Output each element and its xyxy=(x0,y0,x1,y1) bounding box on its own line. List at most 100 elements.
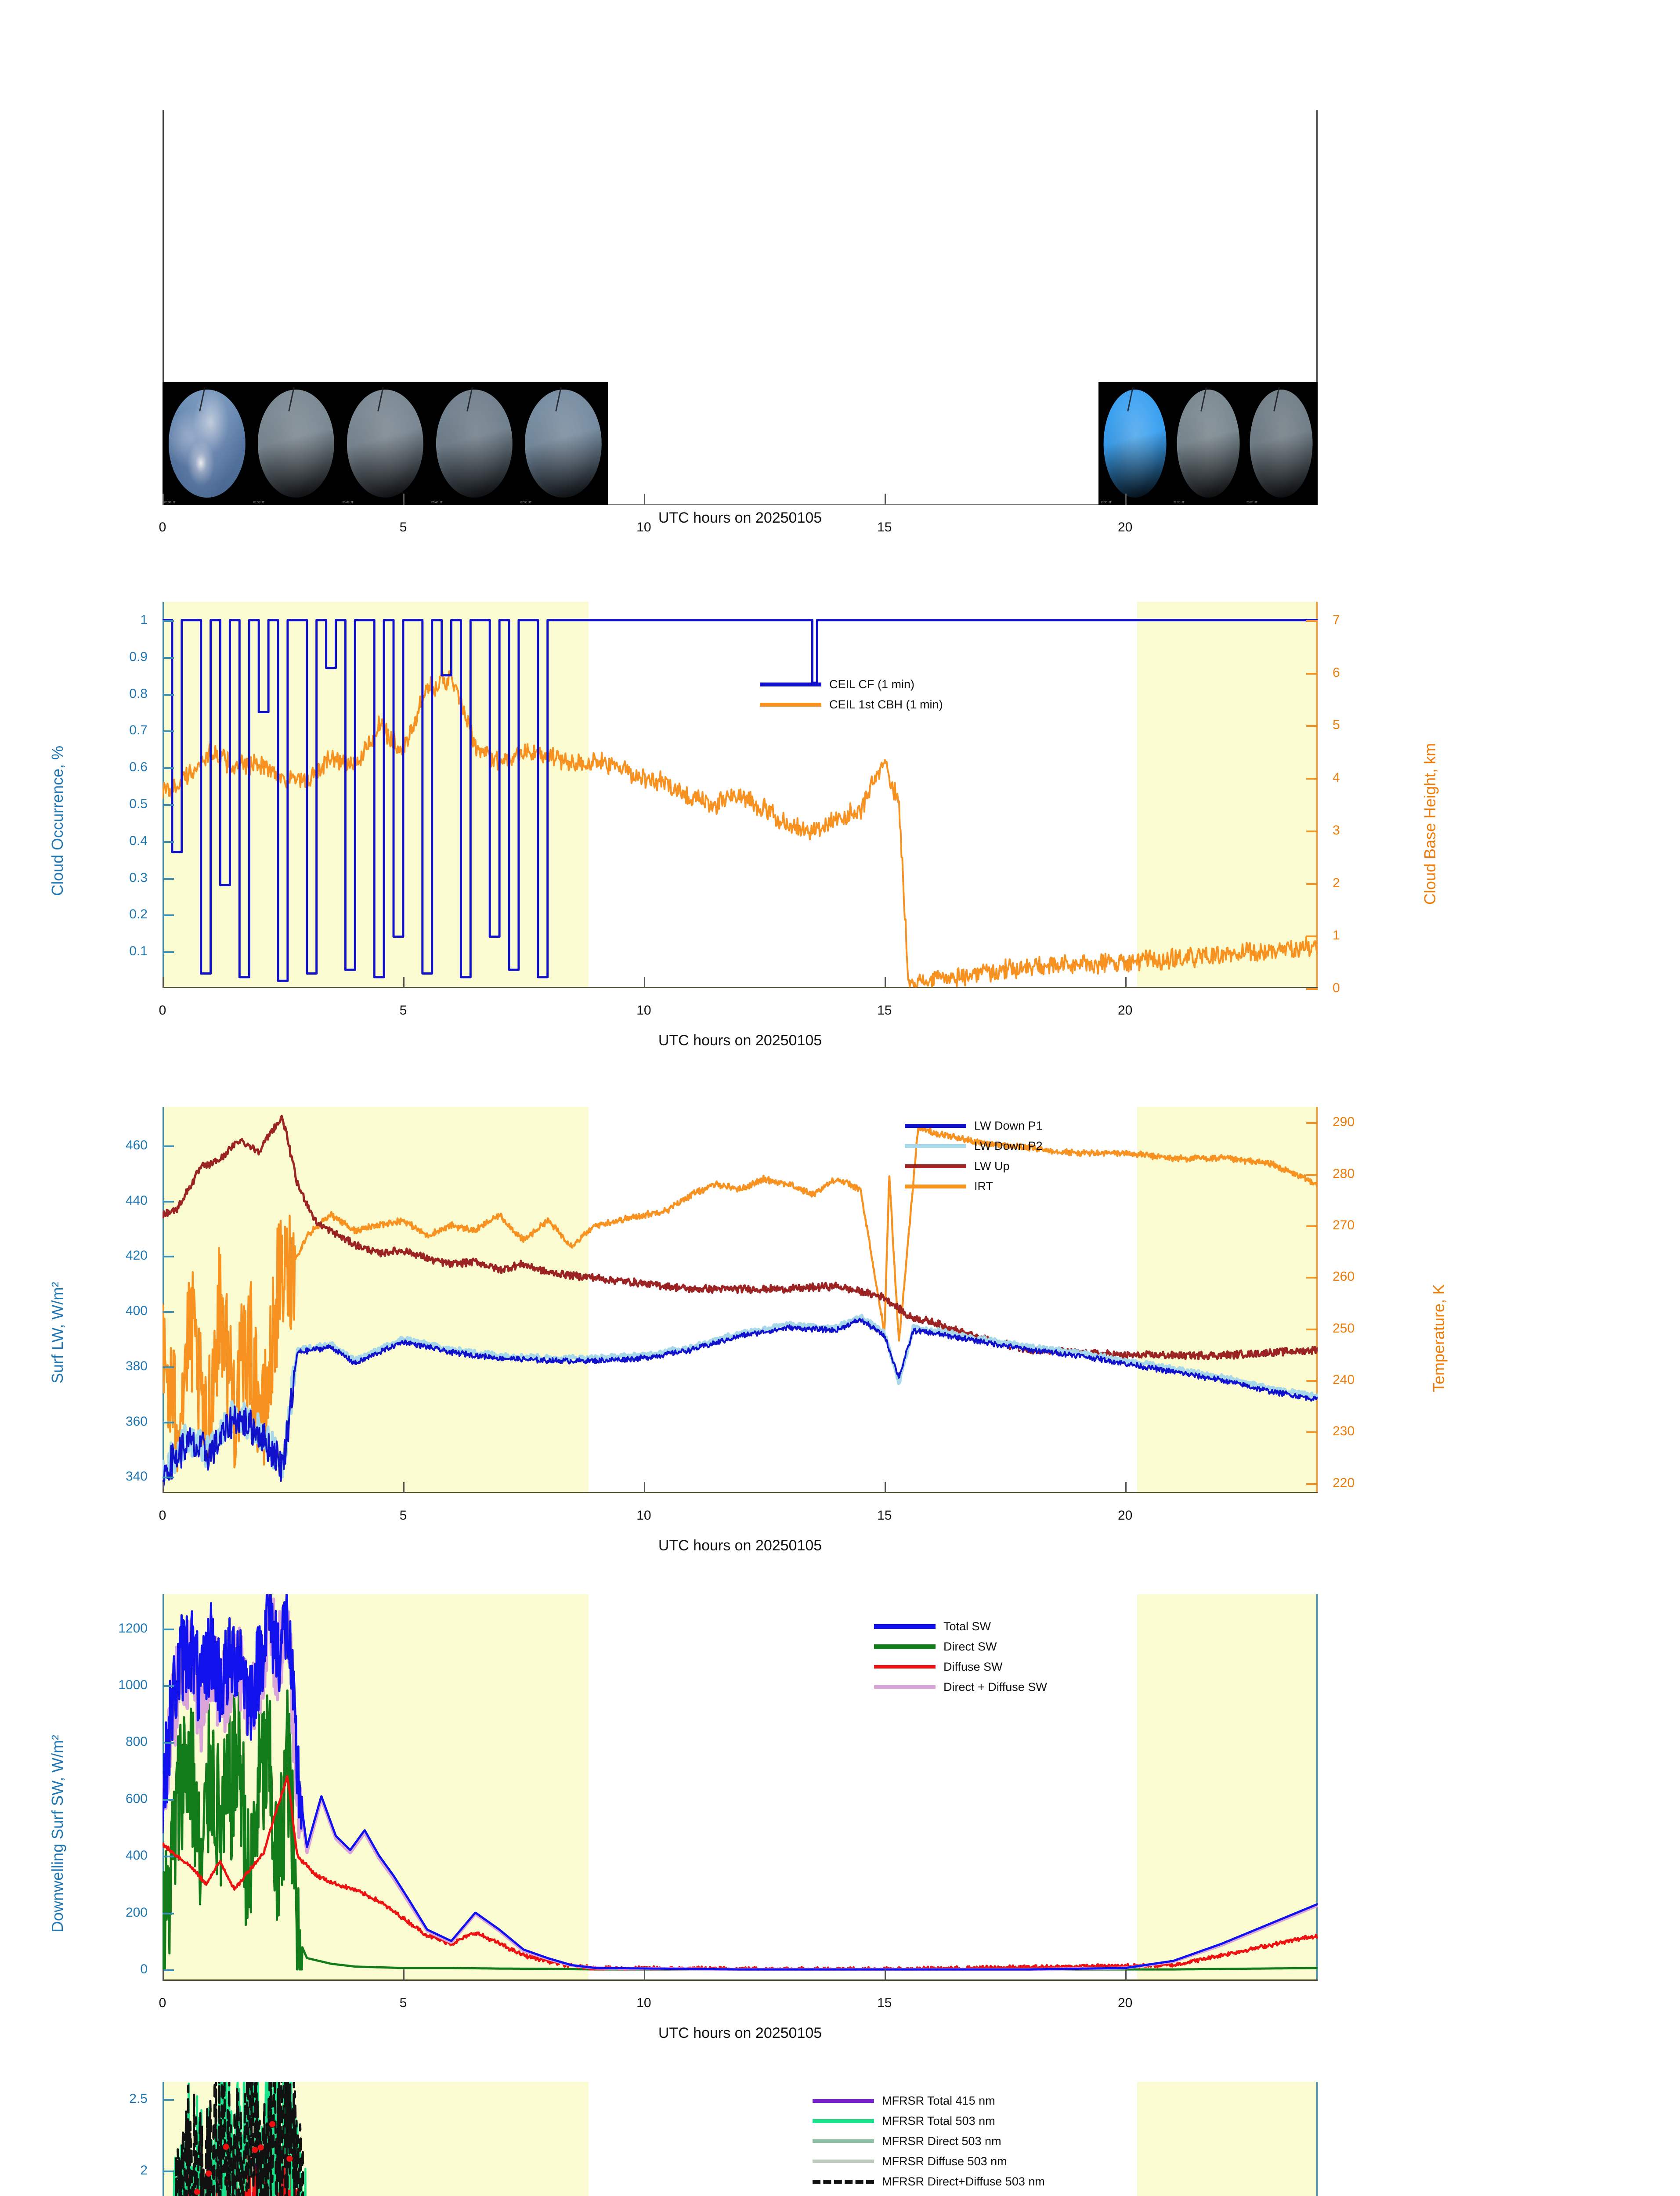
all-sky-image: 01:55 UT xyxy=(251,382,341,505)
sky-bottom-axis xyxy=(163,504,1318,505)
x-tick xyxy=(163,977,164,988)
sky-left-axis xyxy=(163,110,164,505)
y-tick xyxy=(163,951,174,954)
y-tick xyxy=(163,1421,174,1423)
lw-y-axis-title-left: Surf LW, W/m² xyxy=(48,1282,66,1383)
legend-swatch xyxy=(874,1685,936,1689)
y-tick xyxy=(163,1477,174,1479)
legend-item: MFRSR Diffuse 503 nm xyxy=(813,2151,1045,2171)
panel-sky-images: 00:00 UT 01:55 UT 03:45 UT 05:40 UT 07:30 UT… xyxy=(0,0,1680,536)
legend-label: CEIL CF (1 min) xyxy=(829,677,915,691)
legend-item: MFRSR Total 673 nm xyxy=(813,2192,1045,2196)
x-tick xyxy=(884,1482,886,1493)
cloud-y-axis-title-left: Cloud Occurrence, % xyxy=(48,745,66,896)
x-tick xyxy=(1125,494,1127,505)
y-tick xyxy=(163,841,174,843)
legend-swatch xyxy=(813,2139,874,2143)
legend-swatch xyxy=(905,1144,966,1148)
lw-series-svg xyxy=(163,1115,1318,1489)
y-tick-label-right: 2 xyxy=(1333,875,1340,890)
y-tick-label-right: 3 xyxy=(1333,823,1340,838)
legend-item: Diffuse SW xyxy=(874,1657,1047,1677)
x-tick xyxy=(163,1969,164,1981)
cloud-series-svg xyxy=(163,619,1318,988)
sw-plot-area: 0 200 400 600 800 1000 1200 0 5 10 15 20 Total SW D… xyxy=(118,1594,1318,2010)
y-tick-right xyxy=(1306,883,1318,885)
y-tick-right xyxy=(1306,1277,1318,1279)
all-sky-image: 21:20 UT xyxy=(1171,382,1245,505)
x-tick xyxy=(643,977,645,988)
x-tick xyxy=(884,977,886,988)
x-tick xyxy=(1125,977,1127,988)
sky-image-timestamp: 03:45 UT xyxy=(342,501,354,504)
legend-item: IRT xyxy=(905,1176,1043,1196)
y-tick-right xyxy=(1306,1380,1318,1382)
legend-item: Direct SW xyxy=(874,1636,1047,1657)
legend-label: Total SW xyxy=(943,1619,991,1633)
y-tick xyxy=(163,767,174,769)
legend-swatch xyxy=(905,1123,966,1128)
y-tick-right xyxy=(1306,778,1318,780)
x-tick-label: 5 xyxy=(399,1996,407,2010)
y-tick xyxy=(163,620,174,622)
x-tick xyxy=(643,494,645,505)
sky-image-timestamp: 21:20 UT xyxy=(1173,501,1185,504)
x-tick xyxy=(643,1969,645,1981)
legend-item: MFRSR Total 415 nm xyxy=(813,2091,1045,2111)
legend-swatch xyxy=(874,1665,936,1669)
x-tick xyxy=(163,494,164,505)
legend-label: MFRSR Direct 503 nm xyxy=(882,2134,1001,2148)
legend-item: LW Down P2 xyxy=(905,1136,1043,1156)
x-tick-label: 15 xyxy=(877,1996,892,2010)
lw-y-axis-title-right: Temperature, K xyxy=(1430,1284,1448,1392)
y-tick-label: 0.7 xyxy=(129,723,148,738)
y-tick-label: 420 xyxy=(125,1248,148,1263)
panel-mfrsr: ✖✖✖✖✖✖✖✖ 00.511.522.505101520 MFRSR Tota… xyxy=(0,2069,1680,2196)
y-tick-right xyxy=(1306,988,1318,990)
sky-image-strip: 19:30 UT 21:20 UT 23:20 UT xyxy=(1098,382,1318,505)
y-tick-label: 1000 xyxy=(118,1678,148,1693)
x-tick-label: 5 xyxy=(399,1003,407,1018)
x-tick xyxy=(403,494,405,505)
y-tick-right xyxy=(1306,1174,1318,1176)
y-tick xyxy=(163,657,174,659)
y-tick-right xyxy=(1306,725,1318,727)
y-tick-label: 360 xyxy=(125,1414,148,1429)
y-tick-label: 0.9 xyxy=(129,649,148,664)
legend-item: LW Up xyxy=(905,1156,1043,1176)
legend-swatch xyxy=(813,2098,874,2103)
legend-label: CEIL 1st CBH (1 min) xyxy=(829,697,943,711)
y-tick xyxy=(163,1912,174,1914)
legend-label: MFRSR Total 415 nm xyxy=(882,2094,995,2107)
mfrsr-673-markers xyxy=(194,2121,293,2195)
x-tick-label: 10 xyxy=(636,1508,651,1523)
sw-bottom-axis xyxy=(163,1979,1318,1981)
mfrsr-right-axis xyxy=(1316,2082,1318,2196)
y-tick-label: 1200 xyxy=(118,1621,148,1636)
sky-image-timestamp: 05:40 UT xyxy=(431,501,442,504)
legend-item: MFRSR Direct+Diffuse 503 nm xyxy=(813,2171,1045,2192)
y-tick-right xyxy=(1306,935,1318,938)
y-tick-label: 380 xyxy=(125,1358,148,1373)
x-tick-label: 0 xyxy=(159,1508,166,1523)
y-tick-label-right: 0 xyxy=(1333,981,1340,995)
x-tick-label: 10 xyxy=(636,1003,651,1018)
x-tick xyxy=(884,494,886,505)
x-tick-label: 10 xyxy=(636,520,651,535)
x-tick-label: 20 xyxy=(1117,1003,1133,1018)
sw-x-axis-title: UTC hours on 20250105 xyxy=(658,2025,822,2041)
legend-label: LW Up xyxy=(974,1159,1010,1173)
lw-legend: LW Down P1 LW Down P2 LW Up IRT xyxy=(905,1116,1043,1196)
legend-item: CEIL CF (1 min) xyxy=(760,674,943,694)
x-tick-label: 5 xyxy=(399,1508,407,1523)
y-tick-label: 0 xyxy=(140,1962,148,1977)
legend-item: Direct + Diffuse SW xyxy=(874,1677,1047,1697)
y-tick-label: 0.5 xyxy=(129,796,148,811)
night-band-late xyxy=(1137,602,1318,988)
mfrsr-left-axis xyxy=(163,2082,164,2196)
sky-image-timestamp: 23:20 UT xyxy=(1246,501,1257,504)
y-tick xyxy=(163,1969,174,1972)
y-tick-right xyxy=(1306,1483,1318,1485)
y-tick-label: 0.8 xyxy=(129,686,148,701)
y-tick xyxy=(163,804,174,806)
